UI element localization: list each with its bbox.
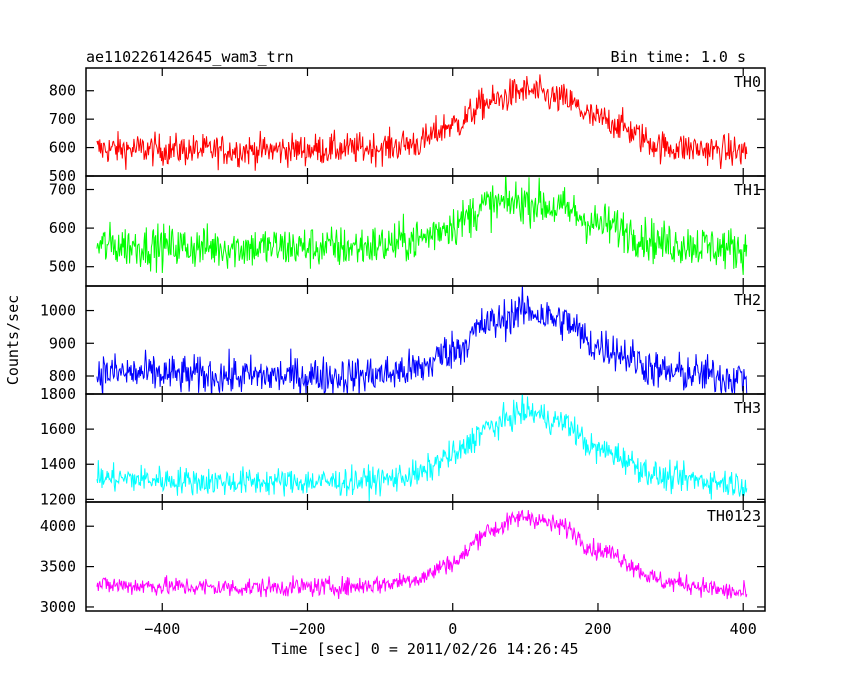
panel-th3: 1200 1400 1600 1800 TH3 bbox=[40, 385, 766, 508]
bin-time-label: Bin time: 1.0 s bbox=[611, 48, 746, 66]
panel-label: TH0 bbox=[734, 73, 761, 91]
panel-label: TH3 bbox=[734, 399, 761, 417]
y-tick-label: 4000 bbox=[40, 517, 76, 535]
y-tick-label: 1800 bbox=[40, 385, 76, 403]
y-tick-label: 700 bbox=[49, 110, 76, 128]
x-tick-label: 0 bbox=[448, 620, 457, 638]
x-axis-label: Time [sec] 0 = 2011/02/26 14:26:45 bbox=[271, 640, 578, 658]
panel-th2: 800 900 1000 TH2 bbox=[40, 285, 766, 395]
panel-frame bbox=[85, 501, 766, 612]
y-tick-label: 600 bbox=[49, 139, 76, 157]
x-tick-label: 200 bbox=[584, 620, 611, 638]
panel-th1: 500 600 700 TH1 bbox=[49, 175, 766, 287]
series-th0123 bbox=[96, 509, 748, 600]
y-tick-label: 3000 bbox=[40, 598, 76, 616]
x-tick-label: −400 bbox=[144, 620, 180, 638]
panel-th0: 500 600 700 800 TH0 bbox=[49, 67, 766, 185]
y-tick-label: 800 bbox=[49, 367, 76, 385]
y-tick-label: 1400 bbox=[40, 455, 76, 473]
series-th2 bbox=[96, 286, 748, 394]
panel-label: TH1 bbox=[734, 181, 761, 199]
y-tick-label: 900 bbox=[49, 334, 76, 352]
y-tick-label: 700 bbox=[49, 181, 76, 199]
y-tick-label: 800 bbox=[49, 82, 76, 100]
series-th3 bbox=[96, 394, 748, 502]
panel-th0123: 3000 3500 4000 TH0123 bbox=[40, 501, 766, 616]
y-tick-label: 1600 bbox=[40, 420, 76, 438]
panel-frame bbox=[85, 393, 766, 503]
y-tick-label: 1200 bbox=[40, 490, 76, 508]
panel-frame bbox=[85, 175, 766, 287]
panel-label: TH0123 bbox=[707, 507, 761, 525]
panels: 500 600 700 800 TH0 500 600 700 TH1 800 900 1000 TH2… bbox=[40, 67, 766, 616]
y-axis-label: Counts/sec bbox=[4, 295, 22, 385]
y-tick-label: 600 bbox=[49, 219, 76, 237]
panel-label: TH2 bbox=[734, 291, 761, 309]
y-tick-label: 500 bbox=[49, 167, 76, 185]
x-tick-label: 400 bbox=[730, 620, 757, 638]
y-tick-label: 3500 bbox=[40, 558, 76, 576]
x-axis: −400 −200 0 200 400 bbox=[144, 620, 757, 638]
y-tick-label: 500 bbox=[49, 258, 76, 276]
chart-title: ae110226142645_wam3_trn bbox=[86, 48, 294, 66]
x-tick-label: −200 bbox=[289, 620, 325, 638]
y-tick-label: 1000 bbox=[40, 302, 76, 320]
series-th0 bbox=[96, 74, 748, 171]
series-th1 bbox=[96, 176, 748, 275]
